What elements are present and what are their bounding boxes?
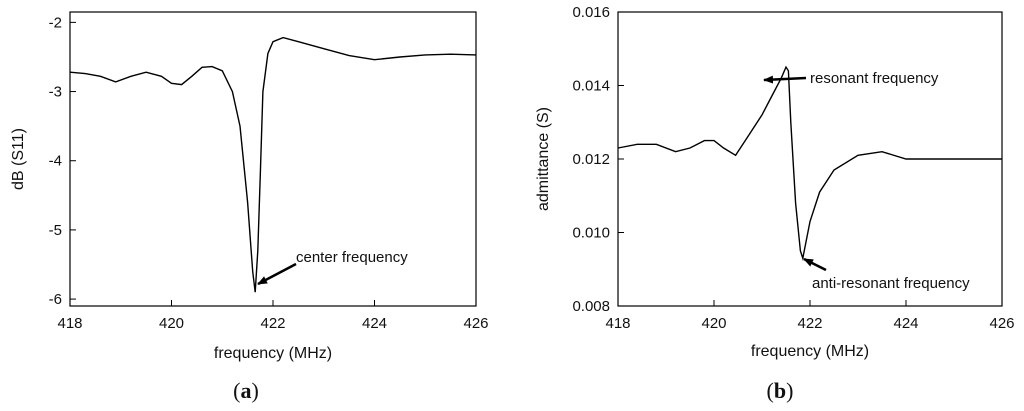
y-tick-label: -6 bbox=[49, 291, 62, 308]
chart-panel-b: 418 420 422 424 426 0.008 0.010 0.012 0.014 0.016… bbox=[535, 4, 1015, 403]
y-tick-label: 0.012 bbox=[572, 151, 610, 168]
y-tick-label: -5 bbox=[49, 222, 62, 239]
panel-letter: a bbox=[241, 378, 252, 403]
y-tick-label: 0.010 bbox=[572, 225, 610, 242]
x-tick-label: 420 bbox=[701, 315, 726, 332]
x-tick-label: 426 bbox=[463, 315, 488, 332]
y-tick-label: -3 bbox=[49, 84, 62, 101]
annotation-arrow bbox=[763, 75, 807, 84]
annotation-label: resonant frequency bbox=[810, 70, 939, 87]
y-tick-label: -2 bbox=[49, 14, 62, 31]
x-axis-label: frequency (MHz) bbox=[214, 345, 332, 362]
annotation-arrow bbox=[803, 257, 827, 272]
y-tick-label: 0.014 bbox=[572, 78, 610, 95]
panel-letter: b bbox=[774, 378, 786, 403]
y-axis-label: admittance (S) bbox=[535, 107, 552, 211]
y-tick-label: -4 bbox=[49, 153, 62, 170]
panel-caption: (b) bbox=[767, 378, 794, 403]
x-tick-label: 424 bbox=[362, 315, 387, 332]
x-tick-label: 424 bbox=[893, 315, 918, 332]
chart-panel-a: 418 420 422 424 426 -2 -3 -4 -5 -6 center frequen… bbox=[10, 11, 489, 403]
annotation-arrow bbox=[257, 262, 297, 286]
x-tick-label: 420 bbox=[159, 315, 184, 332]
x-tick-label: 426 bbox=[989, 315, 1014, 332]
x-tick-label: 422 bbox=[260, 315, 285, 332]
annotation-label: center frequency bbox=[296, 249, 408, 266]
panel-caption: (a) bbox=[233, 378, 259, 403]
x-axis-label: frequency (MHz) bbox=[751, 343, 869, 360]
y-axis-label: dB (S11) bbox=[10, 128, 27, 190]
annotation-label: anti-resonant frequency bbox=[812, 275, 970, 292]
series-line bbox=[69, 36, 477, 293]
x-tick-label: 422 bbox=[797, 315, 822, 332]
y-tick-label: 0.008 bbox=[572, 298, 610, 315]
y-tick-label: 0.016 bbox=[572, 4, 610, 21]
x-tick-label: 418 bbox=[57, 315, 82, 332]
series-line bbox=[617, 65, 1002, 261]
x-tick-label: 418 bbox=[605, 315, 630, 332]
